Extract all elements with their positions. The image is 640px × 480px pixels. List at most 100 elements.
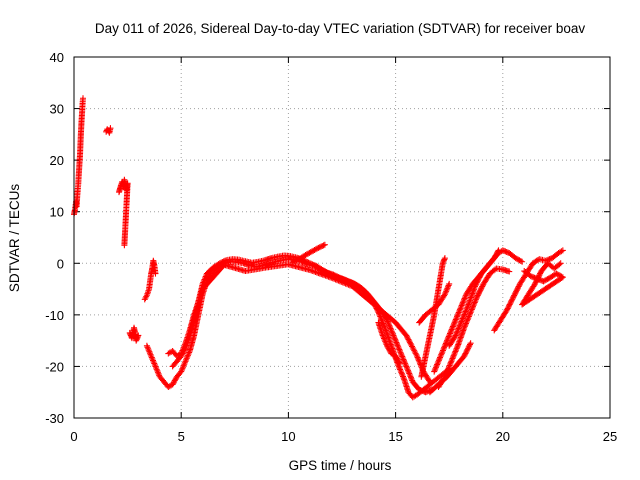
data-point xyxy=(445,334,452,341)
data-point xyxy=(454,312,461,319)
data-point xyxy=(531,280,538,287)
data-point xyxy=(405,369,412,376)
data-point xyxy=(469,303,476,310)
data-point xyxy=(388,326,395,333)
data-point xyxy=(346,282,353,289)
data-point xyxy=(386,324,393,331)
data-point xyxy=(399,354,406,361)
data-point xyxy=(452,317,459,324)
series-dip-15.5h xyxy=(375,319,403,367)
data-point xyxy=(533,277,540,284)
data-point xyxy=(453,329,460,336)
data-point xyxy=(386,322,393,329)
series-late-cluster xyxy=(519,260,566,308)
data-point xyxy=(454,328,461,335)
data-point xyxy=(332,276,339,283)
data-point xyxy=(509,296,516,303)
data-point xyxy=(451,351,458,358)
data-point xyxy=(513,255,520,262)
data-point xyxy=(464,304,471,311)
data-point xyxy=(338,278,345,285)
data-point xyxy=(460,298,467,305)
data-point xyxy=(415,355,422,362)
data-point xyxy=(445,333,452,340)
data-point xyxy=(465,314,472,321)
data-point xyxy=(405,336,412,343)
data-point xyxy=(314,245,321,252)
data-point xyxy=(333,277,340,284)
data-point xyxy=(302,258,309,265)
data-point xyxy=(395,358,402,365)
data-point xyxy=(467,309,474,316)
axis-tick-labels: 0 5 10 15 20 25 -30 -20 -10 0 10 20 30 40 xyxy=(45,50,617,444)
data-point xyxy=(476,288,483,295)
data-point xyxy=(463,319,470,326)
data-point xyxy=(535,273,542,280)
data-point xyxy=(390,332,397,339)
data-point xyxy=(384,342,391,349)
y-tick-label: 30 xyxy=(50,102,64,117)
data-point xyxy=(475,277,482,284)
data-point xyxy=(426,377,433,384)
data-point xyxy=(508,297,515,304)
data-point xyxy=(335,277,342,284)
data-point xyxy=(474,293,481,300)
data-point xyxy=(457,321,464,328)
data-point xyxy=(459,301,466,308)
data-point xyxy=(453,331,460,338)
data-point xyxy=(414,353,421,360)
data-point xyxy=(461,295,468,302)
data-point xyxy=(448,356,455,363)
data-point xyxy=(491,253,498,260)
data-point xyxy=(461,324,468,331)
y-tick-label: -10 xyxy=(45,308,64,323)
data-point xyxy=(462,320,469,327)
data-point xyxy=(311,246,318,253)
data-point xyxy=(446,332,453,339)
data-point xyxy=(465,345,472,352)
data-point xyxy=(461,309,468,316)
data-point xyxy=(553,270,560,277)
data-point xyxy=(409,344,416,351)
data-point xyxy=(414,354,421,361)
data-point xyxy=(458,318,465,325)
data-point xyxy=(393,354,400,361)
data-point xyxy=(505,304,512,311)
data-point xyxy=(378,317,385,324)
data-point xyxy=(494,248,501,255)
data-point xyxy=(457,305,464,312)
data-point xyxy=(452,316,459,323)
data-point xyxy=(459,299,466,306)
data-point xyxy=(398,350,405,357)
series-cluster-1.5h xyxy=(103,125,114,136)
data-point xyxy=(511,291,518,298)
data-point xyxy=(471,299,478,306)
data-point xyxy=(450,352,457,359)
x-tick-label: 20 xyxy=(496,429,510,444)
data-point xyxy=(467,310,474,317)
data-point xyxy=(454,326,461,333)
data-point xyxy=(329,275,336,282)
data-point xyxy=(400,356,407,363)
data-point xyxy=(449,355,456,362)
data-point xyxy=(294,256,301,263)
data-point xyxy=(472,298,479,305)
data-point xyxy=(395,345,402,352)
data-point xyxy=(456,324,463,331)
data-point xyxy=(461,311,468,318)
data-point xyxy=(404,333,411,340)
data-point xyxy=(393,339,400,346)
data-point xyxy=(378,316,385,323)
data-point xyxy=(447,361,454,368)
data-point xyxy=(459,315,466,322)
data-point xyxy=(458,302,465,309)
data-point xyxy=(460,312,467,319)
x-tick-label: 0 xyxy=(70,429,77,444)
data-point xyxy=(434,361,441,368)
data-point xyxy=(506,268,513,275)
data-point xyxy=(444,336,451,343)
data-point xyxy=(462,292,469,299)
data-point xyxy=(396,360,403,367)
data-point xyxy=(463,347,470,354)
data-point xyxy=(170,380,177,387)
